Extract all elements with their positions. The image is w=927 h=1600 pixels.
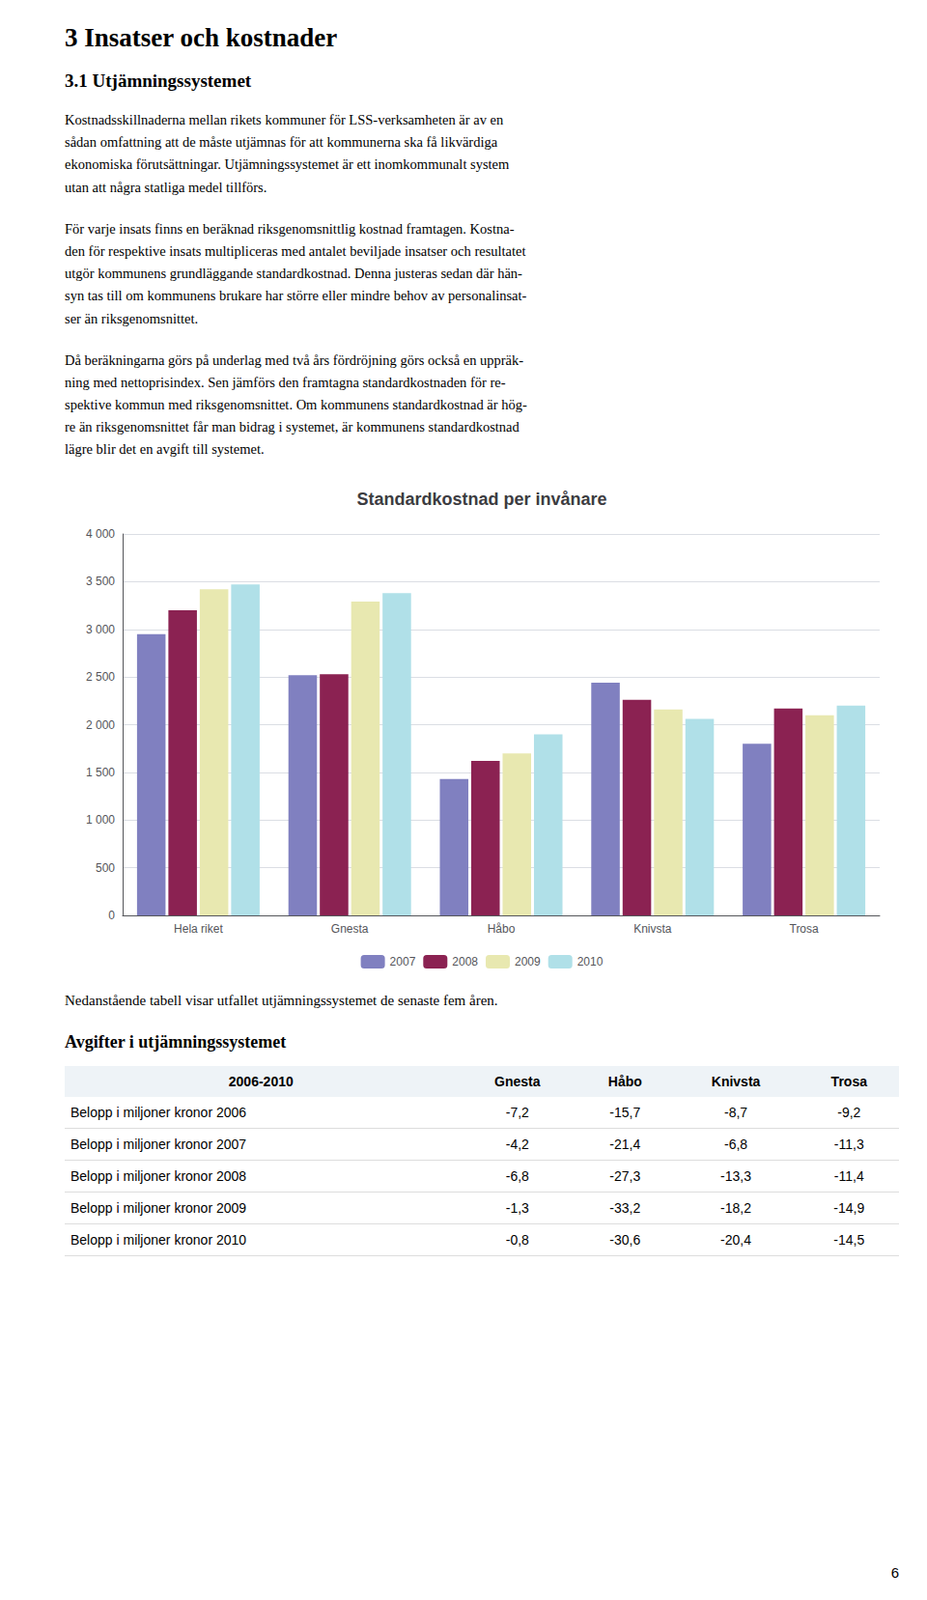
html-text:6: 6 — [890, 1564, 899, 1581]
html-text:-6,8: -6,8 — [724, 1136, 748, 1152]
html-text:-30,6: -30,6 — [609, 1231, 641, 1248]
html-text:Belopp i miljoner kronor 2009: Belopp i miljoner kronor 2009 — [70, 1199, 247, 1216]
html-text:-14,5: -14,5 — [833, 1231, 865, 1248]
html-text:Nedanstående tabell visar utfa: Nedanstående tabell visar utfallet utjäm… — [64, 992, 498, 1008]
html-text:Då beräkningarna görs på under: Då beräkningarna görs på underlag med tv… — [64, 352, 528, 458]
html-text:-18,2: -18,2 — [720, 1199, 752, 1216]
svg-text:3 500: 3 500 — [85, 574, 115, 589]
svg-text:Trosa: Trosa — [788, 922, 819, 936]
html-text:3.1 Utjämningssystemet: 3.1 Utjämningssystemet — [64, 70, 252, 91]
html-text:Kostnadsskillnaderna mellan ri: Kostnadsskillnaderna mellan rikets kommu… — [64, 112, 510, 195]
html-text:Knivsta: Knivsta — [711, 1073, 761, 1089]
html-text:Gnesta: Gnesta — [494, 1073, 541, 1089]
html-text:-8,7: -8,7 — [724, 1104, 748, 1120]
html-text:-13,3: -13,3 — [720, 1168, 752, 1184]
html-text:-20,4: -20,4 — [720, 1231, 752, 1248]
svg-text:2 500: 2 500 — [85, 670, 115, 684]
html-text:-11,4: -11,4 — [834, 1168, 864, 1184]
html-text:-6,8: -6,8 — [505, 1168, 530, 1184]
svg-text:Gnesta: Gnesta — [331, 922, 369, 936]
svg-text:2 000: 2 000 — [85, 717, 115, 731]
html-text:-0,8: -0,8 — [505, 1231, 530, 1248]
html-text:-14,9: -14,9 — [833, 1199, 865, 1216]
html-text:-4,2: -4,2 — [505, 1136, 530, 1152]
svg-text:2010: 2010 — [577, 955, 604, 969]
html-text:Belopp i miljoner kronor 2006: Belopp i miljoner kronor 2006 — [70, 1104, 247, 1120]
svg-text:1 500: 1 500 — [85, 765, 115, 780]
html-text:Avgifter i utjämningssystemet: Avgifter i utjämningssystemet — [64, 1031, 287, 1052]
svg-text:Hela riket: Hela riket — [173, 922, 224, 936]
svg-text:2009: 2009 — [514, 955, 541, 969]
html-text:-9,2: -9,2 — [837, 1104, 861, 1120]
html-text:Belopp i miljoner kronor 2008: Belopp i miljoner kronor 2008 — [70, 1168, 247, 1184]
svg-text:4 000: 4 000 — [85, 527, 115, 541]
html-text:Håbo: Håbo — [608, 1073, 642, 1089]
html-text:-7,2: -7,2 — [505, 1104, 530, 1120]
svg-text:3 000: 3 000 — [85, 621, 115, 636]
svg-text:0: 0 — [108, 908, 115, 923]
html-text:3 Insatser och kostnader: 3 Insatser och kostnader — [64, 23, 338, 53]
html-text:Trosa: Trosa — [831, 1073, 868, 1089]
html-text:-11,3: -11,3 — [834, 1136, 864, 1152]
html-text:För varje insats finns en berä: För varje insats finns en beräknad riksg… — [64, 220, 527, 326]
svg-text:1 000: 1 000 — [85, 813, 115, 827]
html-text:Belopp i miljoner kronor 2007: Belopp i miljoner kronor 2007 — [70, 1136, 247, 1152]
svg-text:500: 500 — [95, 860, 115, 874]
html-text:-27,3: -27,3 — [609, 1168, 641, 1184]
svg-text:2007: 2007 — [390, 955, 417, 969]
svg-text:2008: 2008 — [451, 955, 478, 969]
html-text:-33,2: -33,2 — [609, 1199, 641, 1216]
html-text:-15,7: -15,7 — [609, 1104, 641, 1120]
html-text:2006-2010: 2006-2010 — [228, 1073, 294, 1089]
svg-text:Håbo: Håbo — [487, 922, 516, 936]
html-text:Belopp i miljoner kronor 2010: Belopp i miljoner kronor 2010 — [70, 1231, 247, 1248]
html-text:-1,3: -1,3 — [505, 1199, 530, 1216]
html-text:-21,4: -21,4 — [609, 1136, 641, 1152]
svg-text:Standardkostnad per invånare: Standardkostnad per invånare — [356, 489, 607, 509]
svg-text:Knivsta: Knivsta — [633, 922, 673, 936]
